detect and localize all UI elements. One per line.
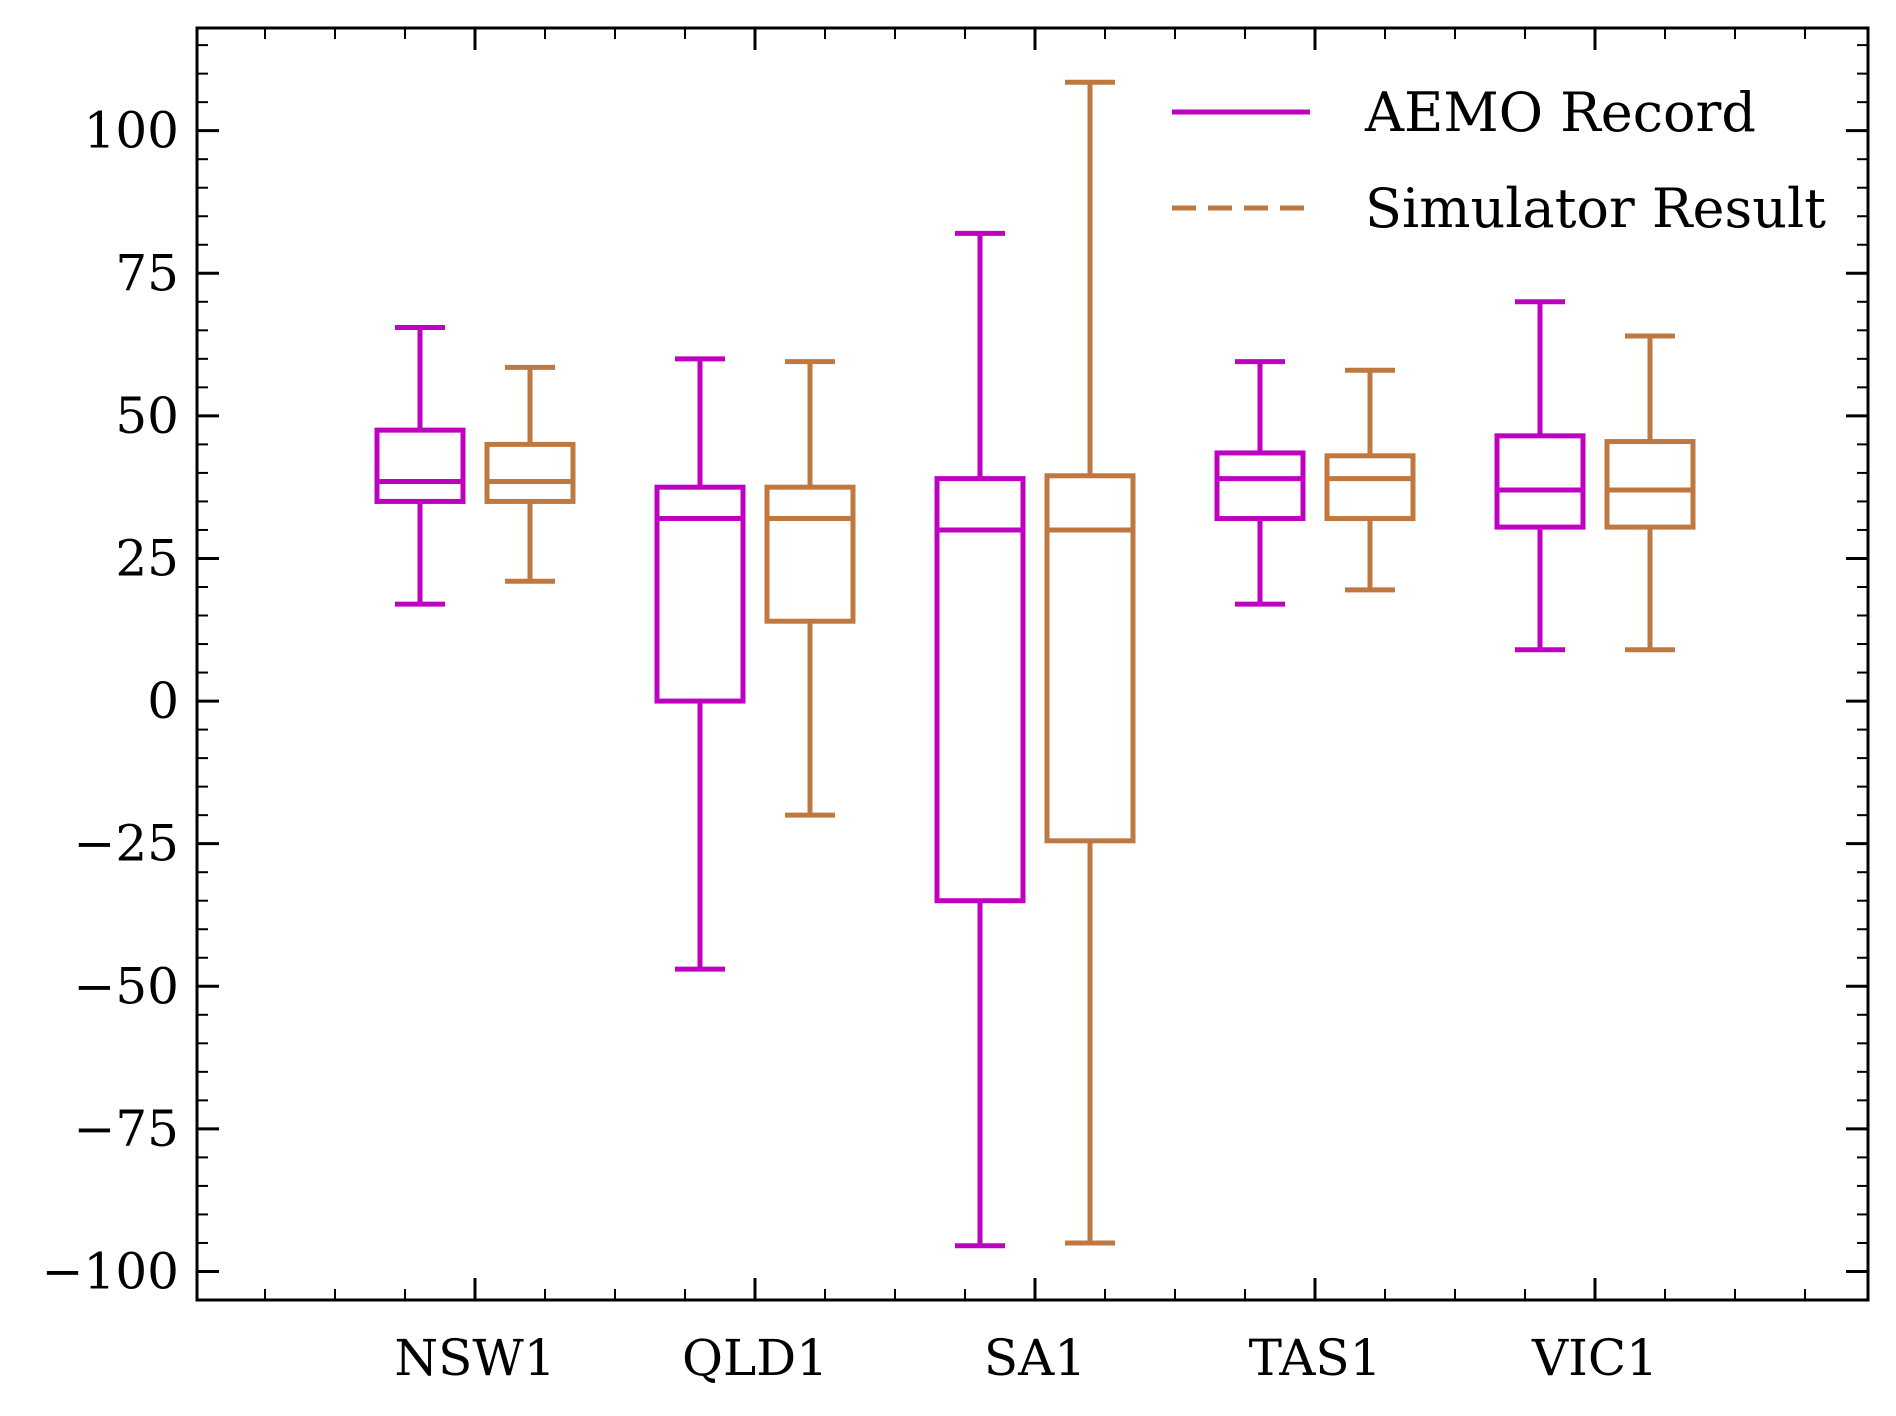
box-iqr	[934, 476, 1026, 904]
box-tas1-aemo	[1214, 359, 1306, 607]
box-iqr	[1324, 453, 1416, 522]
box-qld1-aemo	[654, 356, 746, 972]
x-tick-label: NSW1	[394, 1329, 555, 1387]
y-tick-label: −100	[42, 1242, 179, 1300]
x-tick-label: QLD1	[682, 1329, 828, 1387]
legend: AEMO Record Simulator Result	[1172, 81, 1826, 240]
box-iqr	[1044, 473, 1136, 844]
box-iqr	[1604, 439, 1696, 530]
box-iqr	[764, 484, 856, 624]
y-tick-label: 50	[115, 387, 179, 445]
y-tick-label: −25	[73, 815, 179, 873]
x-tick-label: SA1	[984, 1329, 1086, 1387]
y-tick-label: −50	[73, 957, 179, 1015]
y-tick-label: 100	[84, 102, 179, 160]
box-iqr	[484, 441, 576, 504]
y-tick-label: 0	[147, 672, 179, 730]
legend-label: AEMO Record	[1364, 81, 1756, 144]
box-nsw1-aemo	[374, 324, 466, 607]
box-iqr	[1494, 433, 1586, 530]
box-sa1-aemo	[934, 230, 1026, 1249]
box-tas1-simulator	[1324, 367, 1416, 593]
plot-frame	[195, 26, 1870, 1302]
x-tick-label: VIC1	[1531, 1329, 1658, 1387]
box-sa1-simulator	[1044, 79, 1136, 1246]
y-tick-label: 75	[115, 244, 179, 302]
box-iqr	[1214, 450, 1306, 522]
box-iqr	[374, 427, 466, 504]
axes: −100 −75 −50 −25 0 25 50 75 100 NSW1 QLD1 SA1 TAS1 VI…	[42, 28, 1868, 1387]
legend-label: Simulator Result	[1365, 177, 1826, 240]
box-iqr	[654, 484, 746, 704]
box-nsw1-simulator	[484, 364, 576, 584]
y-tick-label: −75	[73, 1100, 179, 1158]
plot-area	[374, 79, 1696, 1249]
box-vic1-simulator	[1604, 333, 1696, 653]
box-qld1-simulator	[764, 359, 856, 818]
box-vic1-aemo	[1494, 299, 1586, 653]
y-tick-label: 25	[115, 529, 179, 587]
x-tick-label: TAS1	[1249, 1329, 1382, 1387]
